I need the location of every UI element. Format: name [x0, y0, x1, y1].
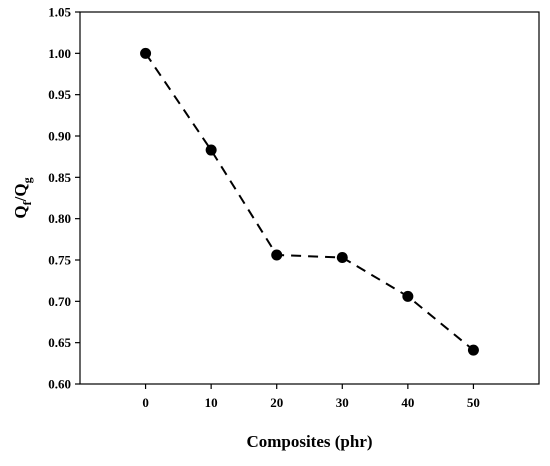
x-tick-label: 20 [270, 395, 283, 410]
y-tick-label: 1.00 [48, 46, 71, 61]
y-axis-ticks: 0.60 0.65 0.70 0.75 0.80 0.85 0.90 0.95 1.00 1.05 [48, 5, 80, 392]
y-tick-label: 1.05 [48, 5, 71, 20]
x-tick-label: 40 [401, 395, 414, 410]
y-tick-label: 0.95 [48, 87, 71, 102]
x-axis-title: Composites (phr) [246, 432, 372, 451]
data-point [336, 252, 348, 264]
y-tick-label: 0.90 [48, 129, 71, 144]
y-axis-title: Qf/Qg [11, 177, 34, 218]
x-axis-ticks: 0 10 20 30 40 50 [142, 384, 480, 410]
series-line [144, 52, 475, 351]
y-tick-label: 0.65 [48, 335, 71, 350]
plot-frame [79, 11, 540, 385]
y-tick-label: 0.80 [48, 211, 71, 226]
y-axis-title-slash-q: /Q [11, 183, 30, 202]
data-point [402, 290, 414, 302]
y-tick-label: 0.85 [48, 170, 71, 185]
y-axis-title-sub-f: f [20, 200, 34, 205]
x-tick-label: 0 [142, 395, 149, 410]
data-point [205, 144, 217, 156]
y-tick-label: 0.75 [48, 253, 71, 268]
data-point [140, 47, 152, 59]
x-tick-label: 50 [467, 395, 480, 410]
y-axis-title-q: Q [11, 205, 30, 218]
y-tick-label: 0.70 [48, 294, 71, 309]
y-tick-label: 0.60 [48, 377, 71, 392]
data-point [271, 249, 283, 261]
x-tick-label: 30 [336, 395, 349, 410]
data-points [140, 47, 479, 356]
x-tick-label: 10 [205, 395, 218, 410]
data-point [467, 344, 479, 356]
y-axis-title-sub-g: g [20, 177, 34, 183]
